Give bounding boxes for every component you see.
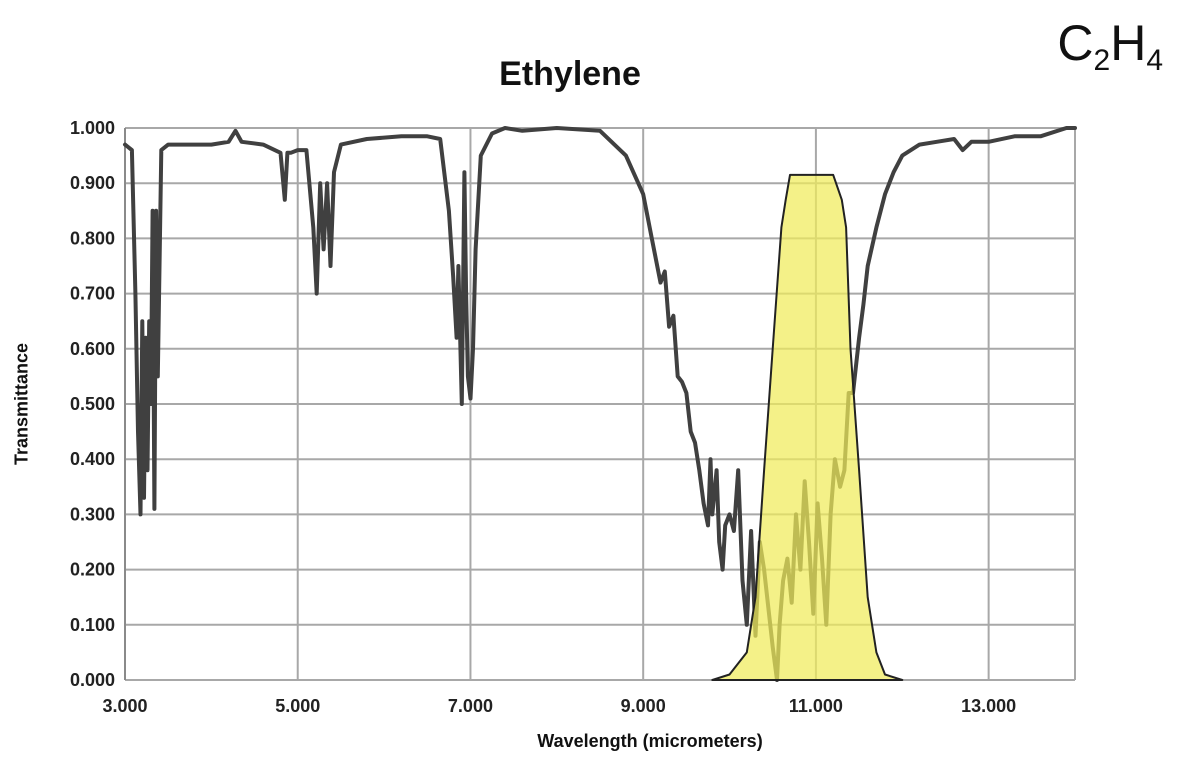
chart-title: Ethylene (499, 55, 641, 93)
y-axis-label: Transmittance (11, 342, 32, 466)
x-tick-label: 11.000 (789, 696, 843, 716)
y-tick-label: 0.800 (70, 228, 115, 248)
x-tick-label: 7.000 (448, 696, 493, 716)
tick-labels: 0.000 0.100 0.200 0.300 0.400 0.500 0.600 0.700… (70, 118, 1016, 716)
formula-h: H (1110, 15, 1147, 71)
x-tick-label: 9.000 (621, 696, 666, 716)
formula-c: C (1057, 15, 1094, 71)
x-tick-label: 5.000 (275, 696, 320, 716)
chemical-formula: C2H4 (1057, 14, 1163, 78)
y-tick-label: 0.500 (70, 394, 115, 414)
y-tick-label: 1.000 (70, 118, 115, 138)
y-tick-label: 0.100 (70, 615, 115, 635)
x-tick-label: 13.000 (961, 696, 1016, 716)
y-tick-label: 0.400 (70, 449, 115, 469)
y-tick-label: 0.700 (70, 284, 115, 304)
y-tick-label: 0.600 (70, 339, 115, 359)
grid-lines (124, 127, 1076, 681)
filter-band-shape (711, 173, 904, 681)
y-tick-label: 0.300 (70, 504, 115, 524)
y-tick-label: 0.900 (70, 173, 115, 193)
filter-band (711, 173, 904, 681)
x-tick-label: 3.000 (102, 696, 147, 716)
formula-sub-2: 2 (1093, 44, 1111, 77)
y-tick-label: 0.200 (70, 560, 115, 580)
formula-sub-4: 4 (1146, 44, 1163, 77)
y-tick-label: 0.000 (70, 670, 115, 690)
x-axis-label: Wavelength (micrometers) (537, 731, 763, 751)
